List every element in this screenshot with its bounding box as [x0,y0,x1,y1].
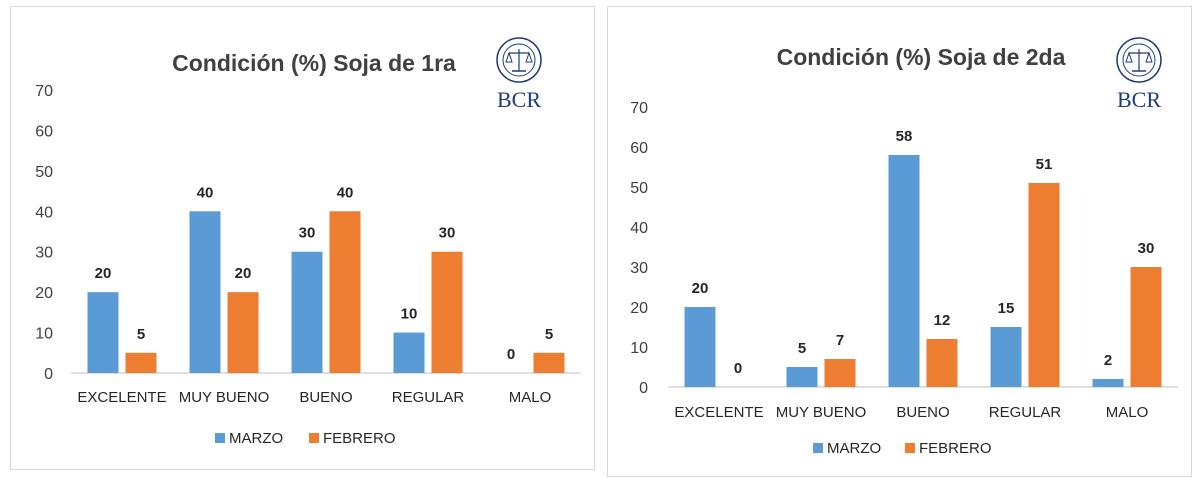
legend-label-febrero: FEBRERO [919,440,992,457]
seal-pan-right [525,51,533,63]
data-label-marzo-muy-bueno: 40 [197,184,214,201]
y-tick-label: 50 [630,180,648,197]
bars: 20 5 40 20 30 40 10 30 0 5 [87,184,565,373]
data-label-febrero-excelente: 5 [137,326,145,343]
legend-swatch-febrero [905,443,915,453]
bar-marzo-excelente [87,292,119,373]
bar-febrero-malo [1130,267,1162,387]
y-tick-label: 10 [630,340,648,357]
bar-marzo-bueno [888,155,920,387]
x-tick-label-malo: MALO [1106,404,1149,421]
data-label-marzo-bueno: 30 [299,225,316,242]
data-label-marzo-regular: 10 [401,306,418,323]
y-tick-label: 60 [35,123,53,140]
legend: MARZO FEBRERO [813,440,992,457]
bar-febrero-muy-bueno [824,359,856,387]
bar-febrero-muy-bueno [227,292,259,373]
bar-marzo-regular [990,327,1022,387]
data-label-febrero-bueno: 12 [934,312,951,329]
data-label-marzo-bueno: 58 [896,128,913,145]
y-tick-label: 60 [630,140,648,157]
data-label-marzo-malo: 2 [1104,352,1112,369]
bcr-seal-icon [1116,37,1162,83]
seal-inner-ring [1122,43,1156,77]
bar-marzo-regular [393,332,425,373]
y-tick-label: 20 [630,300,648,317]
legend-label-marzo: MARZO [827,440,881,457]
data-label-marzo-muy-bueno: 5 [798,340,806,357]
bar-marzo-excelente [684,307,716,387]
seal-inner-ring [502,43,536,77]
y-tick-label: 30 [630,260,648,277]
legend-label-febrero: FEBRERO [323,430,396,447]
chart-panel-soja-1ra: Condición (%) Soja de 1ra BCR 0 10 20 30 40 50 6… [10,6,595,470]
bar-marzo-muy-bueno [786,367,818,387]
x-tick-label-excelente: EXCELENTE [77,389,166,406]
data-label-marzo-malo: 0 [507,346,515,363]
legend: MARZO FEBRERO [215,430,396,447]
data-label-febrero-regular: 30 [439,225,456,242]
chart-panel-soja-2da: Condición (%) Soja de 2da BCR 0 10 20 30 40 50 6… [607,6,1192,477]
seal-outer-ring [496,37,542,83]
bcr-seal-icon [496,37,542,83]
data-label-febrero-excelente: 0 [734,360,742,377]
data-label-febrero-malo: 30 [1138,240,1155,257]
x-tick-label-regular: REGULAR [392,389,465,406]
legend-swatch-marzo [813,443,823,453]
bars: 20 0 5 7 58 12 15 51 2 30 [684,128,1162,387]
bar-febrero-bueno [926,339,958,387]
chart-soja-2da: Condición (%) Soja de 2daBCR010203040506… [630,37,1178,457]
y-tick-label: 40 [35,204,53,221]
bar-febrero-excelente [125,352,157,373]
data-label-marzo-excelente: 20 [95,265,112,282]
data-label-febrero-muy-bueno: 20 [235,265,252,282]
bar-marzo-muy-bueno [189,211,221,373]
y-axis-ticks: 0 10 20 30 40 50 60 70 [630,100,648,397]
y-tick-label: 10 [35,326,53,343]
x-tick-label-regular: REGULAR [989,404,1062,421]
y-tick-label: 70 [35,83,53,100]
y-tick-label: 20 [35,285,53,302]
data-label-febrero-malo: 5 [545,326,553,343]
logo-text: BCR [1117,87,1161,112]
seal-pan-right [1145,51,1153,63]
y-tick-label: 50 [35,164,53,181]
y-tick-label: 0 [44,366,53,383]
x-tick-label-excelente: EXCELENTE [674,404,763,421]
y-tick-label: 40 [630,220,648,237]
x-tick-label-muy-bueno: MUY BUENO [179,389,270,406]
seal-pan-left [505,51,513,63]
legend-swatch-marzo [215,433,225,443]
data-label-febrero-muy-bueno: 7 [836,332,844,349]
bar-marzo-bueno [291,251,323,373]
bar-febrero-regular [431,251,463,373]
y-tick-label: 70 [630,100,648,117]
seal-outer-ring [1116,37,1162,83]
chart-title: Condición (%) Soja de 1ra [172,50,456,76]
bar-febrero-malo [533,352,565,373]
bar-febrero-bueno [329,211,361,373]
data-label-marzo-excelente: 20 [692,280,709,297]
logo-text: BCR [497,87,541,112]
bar-marzo-malo [1092,379,1124,387]
x-tick-label-bueno: BUENO [896,404,949,421]
y-tick-label: 0 [639,380,648,397]
y-axis-ticks: 0 10 20 30 40 50 60 70 [35,83,53,383]
bar-febrero-regular [1028,183,1060,387]
data-label-febrero-bueno: 40 [337,184,354,201]
y-tick-label: 30 [35,245,53,262]
seal-pan-left [1125,51,1133,63]
chart-soja-1ra: Condición (%) Soja de 1raBCR010203040506… [35,37,581,447]
legend-label-marzo: MARZO [229,430,283,447]
chart-title: Condición (%) Soja de 2da [777,44,1066,70]
x-tick-label-bueno: BUENO [299,389,352,406]
x-tick-label-malo: MALO [509,389,552,406]
data-label-marzo-regular: 15 [998,300,1015,317]
data-label-febrero-regular: 51 [1036,156,1053,173]
legend-swatch-febrero [309,433,319,443]
x-tick-label-muy-bueno: MUY BUENO [776,404,867,421]
